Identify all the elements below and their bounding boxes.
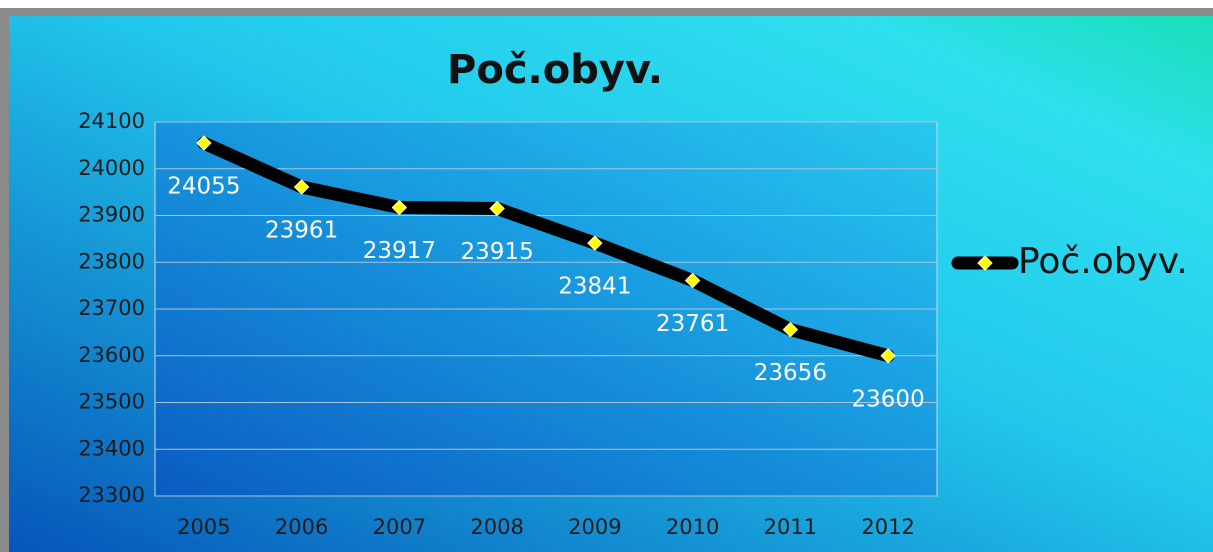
- marker: [293, 179, 310, 195]
- x-tick-label: 2011: [764, 515, 817, 539]
- data-label: 23915: [461, 239, 534, 265]
- marker: [391, 199, 408, 216]
- data-label: 23600: [852, 386, 925, 412]
- y-tick-label: 23700: [78, 296, 145, 320]
- y-tick-label: 23500: [78, 390, 145, 414]
- series-line: [197, 136, 895, 363]
- y-tick-label: 23800: [78, 249, 145, 273]
- marker: [489, 200, 505, 217]
- y-tick-label: 23400: [78, 436, 145, 460]
- data-label: 23961: [265, 217, 338, 243]
- y-tick-label: 24100: [78, 109, 145, 133]
- legend-label: Poč.obyv.: [1018, 241, 1188, 282]
- chart-title: Poč.obyv.: [447, 47, 663, 93]
- x-tick-label: 2008: [470, 515, 523, 539]
- marker: [587, 235, 603, 251]
- data-label: 23917: [363, 238, 436, 264]
- data-label: 24055: [167, 174, 240, 200]
- x-tick-label: 2006: [275, 515, 328, 539]
- legend-marker: [977, 255, 993, 271]
- data-label: 23656: [754, 360, 827, 386]
- data-label: 23841: [558, 274, 631, 300]
- x-tick-label: 2009: [568, 515, 621, 539]
- marker: [880, 348, 896, 364]
- marker: [196, 135, 212, 151]
- x-tick-label: 2005: [177, 515, 230, 539]
- y-tick-label: 23300: [78, 483, 145, 507]
- y-tick-label: 23900: [78, 203, 145, 227]
- x-tick-label: 2012: [861, 515, 914, 539]
- marker: [782, 321, 799, 338]
- data-label: 23761: [656, 311, 729, 337]
- y-tick-label: 23600: [78, 343, 145, 367]
- x-tick-label: 2010: [666, 515, 719, 539]
- y-tick-label: 24000: [78, 156, 145, 180]
- marker: [684, 272, 701, 289]
- x-tick-label: 2007: [373, 515, 426, 539]
